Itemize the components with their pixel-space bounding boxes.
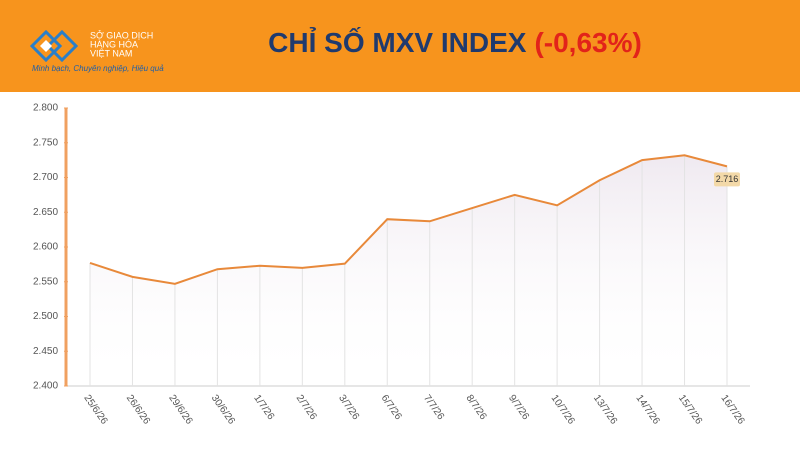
y-tick-label: 2.450 bbox=[33, 346, 58, 357]
value-label: 2.716 bbox=[716, 174, 739, 184]
tagline: Minh bạch, Chuyên nghiệp, Hiệu quả bbox=[32, 64, 164, 73]
area bbox=[90, 155, 727, 386]
y-tick-label: 2.550 bbox=[33, 276, 58, 287]
y-tick-label: 2.700 bbox=[33, 172, 58, 183]
y-tick-label: 2.750 bbox=[33, 137, 58, 148]
title-main: CHỈ SỐ MXV INDEX bbox=[268, 26, 527, 58]
y-tick-label: 2.400 bbox=[33, 381, 58, 392]
line bbox=[89, 154, 728, 285]
chart-title: CHỈ SỐ MXV INDEX (-0,63%) bbox=[268, 26, 642, 58]
org-name: VIỆT NAM bbox=[90, 48, 132, 58]
y-tick-label: 2.500 bbox=[33, 311, 58, 322]
y-tick-label: 2.600 bbox=[33, 242, 58, 253]
org-name: SỞ GIAO DỊCH bbox=[90, 29, 153, 40]
logo bbox=[29, 29, 79, 63]
value-label-box bbox=[714, 172, 740, 187]
title-change: (-0,63%) bbox=[534, 27, 641, 58]
y-tick-label: 2.650 bbox=[33, 207, 58, 218]
y-tick-label: 2.800 bbox=[33, 103, 58, 114]
org-name: HÀNG HÓA bbox=[90, 39, 138, 49]
header-band bbox=[0, 0, 800, 92]
